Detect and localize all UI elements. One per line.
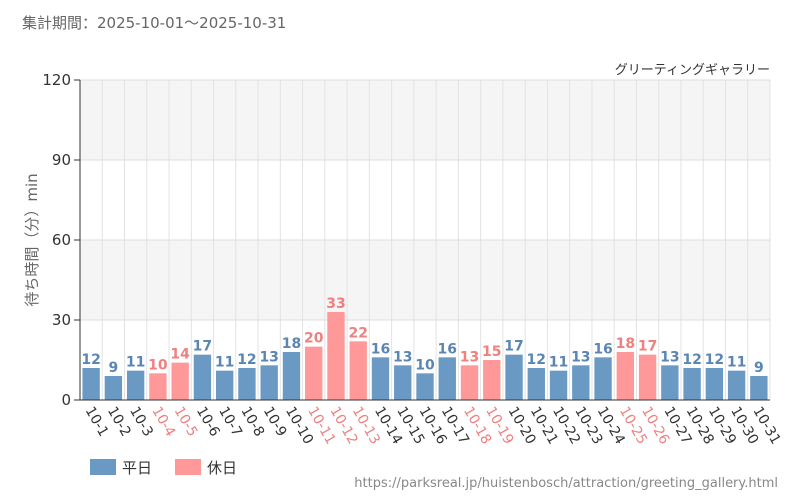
bar (126, 370, 145, 400)
data-label: 13 (393, 349, 412, 365)
data-label: 10 (415, 357, 435, 373)
data-label: 13 (660, 349, 679, 365)
bar (305, 346, 323, 400)
bar (238, 368, 256, 400)
bar (683, 368, 701, 400)
data-label: 9 (109, 360, 119, 376)
plot-band (80, 240, 770, 320)
data-label: 18 (282, 336, 301, 352)
data-label: 12 (682, 352, 701, 368)
data-label: 9 (754, 360, 764, 376)
plot-band (80, 80, 770, 160)
data-label: 12 (81, 352, 100, 368)
data-label: 12 (527, 352, 546, 368)
legend-weekday-swatch (90, 459, 116, 475)
data-label: 11 (727, 355, 746, 371)
bar (104, 376, 123, 400)
data-label: 22 (348, 325, 367, 341)
bar (82, 368, 100, 400)
data-label: 13 (571, 349, 590, 365)
data-label: 11 (215, 355, 234, 371)
data-label: 12 (705, 352, 724, 368)
y-tick-label: 90 (52, 151, 71, 169)
x-axis: 10-110-210-310-410-510-610-710-810-910-1… (80, 399, 784, 447)
bar (349, 341, 367, 400)
y-tick-label: 120 (42, 71, 71, 89)
bar (260, 365, 278, 400)
bar (193, 354, 212, 400)
legend-holiday-swatch (175, 459, 201, 475)
data-label: 16 (593, 341, 612, 357)
data-label: 17 (638, 339, 657, 355)
data-label: 15 (482, 344, 501, 360)
data-label: 18 (616, 336, 635, 352)
data-label: 16 (371, 341, 390, 357)
chart-title: グリーティングギャラリー (615, 63, 770, 78)
y-axis-label: 待ち時間（分）min (23, 173, 41, 306)
legend-holiday-label: 休日 (207, 459, 237, 477)
bar (594, 357, 612, 400)
bar (215, 370, 234, 400)
bar (638, 354, 657, 400)
bar (483, 360, 501, 400)
data-label: 11 (126, 355, 145, 371)
bar (527, 368, 545, 400)
data-label: 20 (304, 331, 324, 347)
bar (549, 370, 568, 400)
bar (171, 362, 189, 400)
data-label: 17 (504, 339, 523, 355)
data-label: 13 (259, 349, 278, 365)
bar (416, 373, 434, 400)
bar (327, 312, 345, 400)
bar (438, 357, 456, 400)
bar (572, 365, 590, 400)
bar (394, 365, 412, 400)
bar (750, 376, 768, 400)
bar (282, 352, 301, 400)
y-tick-label: 0 (61, 391, 71, 409)
y-tick-label: 60 (52, 231, 71, 249)
y-tick-label: 30 (52, 311, 71, 329)
bar (460, 365, 479, 400)
data-label: 13 (460, 349, 479, 365)
data-label: 10 (148, 357, 168, 373)
bar (705, 368, 724, 400)
bar (505, 354, 523, 400)
legend: 平日 休日 (90, 459, 237, 477)
bar (727, 370, 746, 400)
source-url: https://parksreal.jp/huistenbosch/attrac… (354, 476, 778, 491)
data-label: 14 (170, 347, 190, 363)
data-label: 33 (326, 296, 345, 312)
plot-band (80, 160, 770, 240)
plot-bands (80, 80, 770, 400)
y-axis: 0 30 60 90 120 (42, 71, 81, 409)
bar (616, 352, 635, 400)
data-label: 17 (193, 339, 212, 355)
data-label: 16 (438, 341, 457, 357)
period-label: 集計期間：2025-10-01～2025-10-31 (22, 14, 286, 32)
bar (371, 357, 390, 400)
data-label: 11 (549, 355, 568, 371)
bar (661, 365, 679, 400)
data-label: 12 (237, 352, 256, 368)
legend-weekday-label: 平日 (122, 459, 152, 477)
bar (149, 373, 167, 400)
